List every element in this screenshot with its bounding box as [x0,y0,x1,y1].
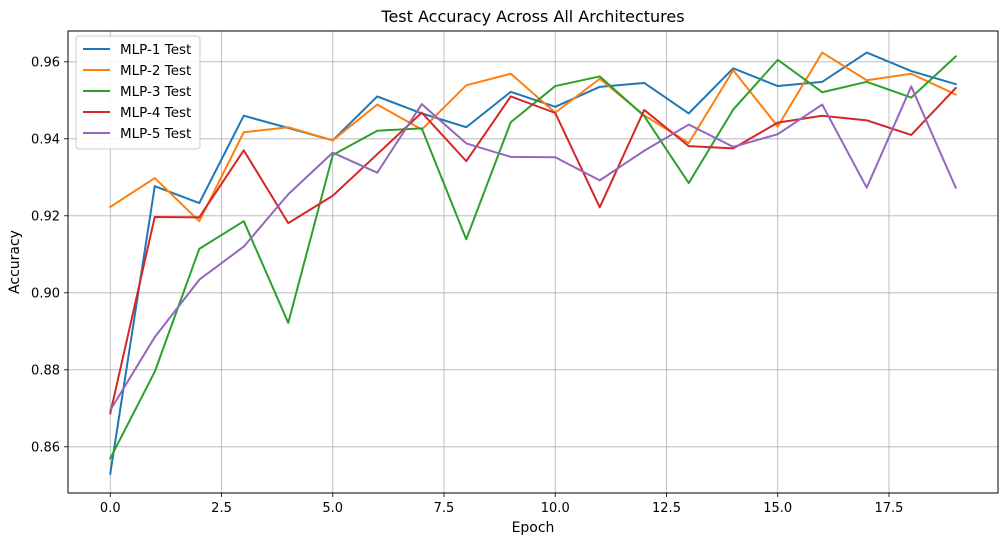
y-tick-label: 0.88 [31,363,60,378]
legend-label: MLP-1 Test [120,42,191,58]
y-tick-label: 0.86 [31,440,60,455]
y-axis-ticks: 0.86 0.88 0.90 0.92 0.94 0.96 [31,55,68,455]
series-line-mlp-2-test [108,51,958,223]
x-tick-label: 10.0 [541,501,570,516]
series-line-mlp-1-test [109,51,957,475]
x-tick-label: 2.5 [211,501,232,516]
legend: MLP-1 Test MLP-2 Test MLP-3 Test MLP-4 Test… [75,35,201,150]
x-axis-ticks: 0.0 2.5 5.0 7.5 10.0 12.5 15.0 17.5 [100,493,904,516]
legend-label: MLP-2 Test [120,63,191,79]
grid [68,31,998,493]
chart-title: Test Accuracy Across All Architectures [380,7,684,26]
x-tick-label: 0.0 [100,501,121,516]
x-tick-label: 15.0 [763,501,792,516]
x-tick-label: 17.5 [875,501,904,516]
legend-label: MLP-3 Test [120,84,191,100]
series-lines [108,51,958,475]
x-tick-label: 12.5 [652,501,681,516]
series-line-mlp-5-test [108,85,958,412]
y-axis-title: Accuracy [7,230,23,294]
series-line-mlp-4-test [109,86,958,415]
legend-label: MLP-4 Test [120,105,191,121]
y-tick-label: 0.96 [31,55,60,70]
x-tick-label: 7.5 [434,501,455,516]
x-axis-title: Epoch [512,520,555,536]
legend-box [75,35,201,150]
y-tick-label: 0.90 [31,286,60,301]
y-tick-label: 0.94 [31,132,60,147]
y-tick-label: 0.92 [31,209,60,224]
legend-label: MLP-5 Test [120,126,191,142]
plot-frame [67,30,999,494]
x-tick-label: 5.0 [322,501,343,516]
